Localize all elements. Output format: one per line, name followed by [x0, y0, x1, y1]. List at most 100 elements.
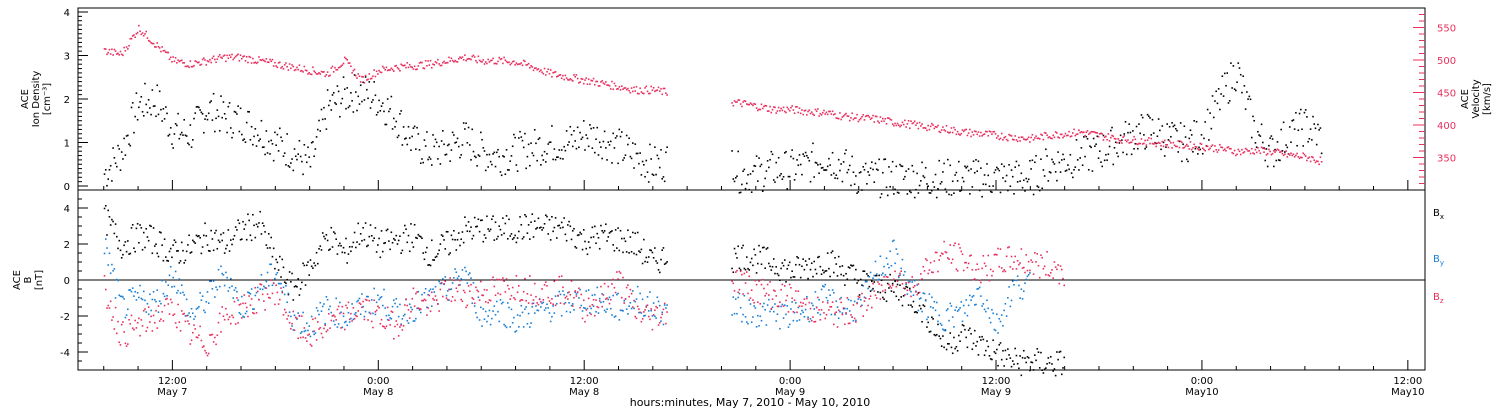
velocity-series-point: [421, 61, 423, 64]
velocity-series-point: [772, 106, 775, 108]
velocity-series-point: [916, 122, 918, 125]
by-series-point: [535, 305, 537, 307]
density-series-point: [520, 136, 523, 138]
velocity-series-point: [1005, 138, 1008, 141]
bz-series-point: [1048, 275, 1051, 277]
bz-series-point: [742, 293, 744, 295]
bx-series-point: [630, 250, 633, 253]
bz-series-point: [276, 291, 279, 294]
by-series-point: [649, 291, 651, 293]
velocity-series-point: [1145, 144, 1148, 146]
density-series-point: [1177, 151, 1180, 153]
velocity-series-point: [867, 114, 869, 117]
by-series-point: [904, 270, 906, 273]
bz-series-point: [638, 308, 640, 310]
bx-series-point: [856, 282, 858, 284]
velocity-series-point: [754, 103, 757, 106]
by-series-point: [176, 292, 178, 294]
by-series-point: [212, 280, 215, 282]
velocity-series-point: [1189, 141, 1192, 143]
velocity-series-point: [1087, 133, 1090, 136]
velocity-series-point: [1243, 151, 1246, 153]
density-series-point: [1083, 136, 1085, 138]
density-series-point: [801, 173, 803, 176]
density-series-point: [229, 127, 232, 129]
bx-series-point: [884, 291, 887, 294]
bx-series-point: [216, 247, 219, 250]
density-series-point: [361, 100, 363, 103]
bz-series-point: [541, 288, 543, 290]
density-series-point: [806, 154, 808, 157]
by-series-point: [980, 295, 982, 297]
bz-series-point: [161, 311, 163, 313]
bx-series-point: [203, 234, 205, 237]
velocity-series-point: [1025, 139, 1028, 141]
bx-series-point: [771, 265, 774, 268]
bz-series-point: [314, 317, 317, 320]
density-series-point: [151, 89, 154, 91]
velocity-series-point: [138, 24, 140, 27]
density-series-point: [1314, 127, 1317, 130]
density-series-point: [1228, 99, 1231, 102]
bz-series-point: [486, 289, 488, 291]
velocity-series-point: [570, 79, 573, 81]
velocity-series-point: [1168, 140, 1171, 142]
by-series-point: [586, 307, 589, 310]
density-series-point: [106, 184, 108, 187]
by-series-point: [912, 294, 915, 296]
velocity-series-point: [1035, 135, 1037, 137]
density-series-point: [1238, 67, 1241, 69]
bx-series-point: [521, 237, 524, 240]
bx-series-point: [904, 287, 906, 290]
by-series-point: [585, 290, 588, 292]
density-series-point: [145, 103, 148, 106]
bz-series-point: [129, 323, 132, 325]
bz-series-point: [932, 271, 934, 274]
density-series-point: [291, 158, 293, 160]
by-series-point: [390, 317, 393, 320]
bz-series-point: [978, 279, 981, 282]
density-series-point: [785, 150, 787, 153]
velocity-series-point: [180, 59, 183, 62]
by-series-point: [551, 315, 553, 318]
by-series-point: [439, 282, 442, 285]
velocity-series-point: [200, 63, 203, 66]
density-series-point: [999, 191, 1002, 194]
velocity-series-point: [833, 113, 835, 116]
density-series-point: [791, 149, 793, 151]
density-series-point: [1225, 84, 1227, 87]
velocity-series-point: [872, 114, 874, 117]
velocity-series-point: [1270, 153, 1273, 156]
velocity-series-point: [532, 69, 535, 72]
bx-series-point: [852, 264, 855, 267]
bz-series-point: [150, 315, 152, 318]
density-series-point: [1062, 153, 1064, 156]
bz-series-point: [824, 317, 827, 320]
density-series-point: [252, 143, 254, 146]
density-tick-label: 3: [64, 52, 70, 63]
bz-series-point: [793, 299, 796, 302]
bx-series-point: [314, 264, 317, 267]
bz-series-point: [392, 337, 395, 340]
by-series-point: [852, 320, 855, 322]
density-series-point: [243, 138, 246, 140]
bz-series-point: [339, 312, 341, 315]
bx-series-point: [616, 247, 618, 249]
bx-series-point: [824, 270, 827, 272]
density-series-point: [890, 170, 893, 173]
top-frame: [77, 7, 1426, 191]
velocity-series-point: [1320, 160, 1323, 163]
velocity-series-point: [616, 88, 618, 90]
velocity-series-point: [451, 59, 454, 62]
by-series-point: [473, 305, 476, 307]
bz-series-point: [859, 305, 862, 308]
density-series-point: [1216, 102, 1219, 105]
bx-series-point: [223, 252, 226, 254]
density-series-point: [223, 112, 226, 115]
by-series-point: [153, 298, 156, 301]
density-series-point: [301, 160, 303, 163]
density-series-point: [516, 170, 519, 172]
by-series-point: [988, 317, 991, 319]
velocity-series-point: [1233, 149, 1236, 152]
density-series-point: [149, 107, 151, 109]
